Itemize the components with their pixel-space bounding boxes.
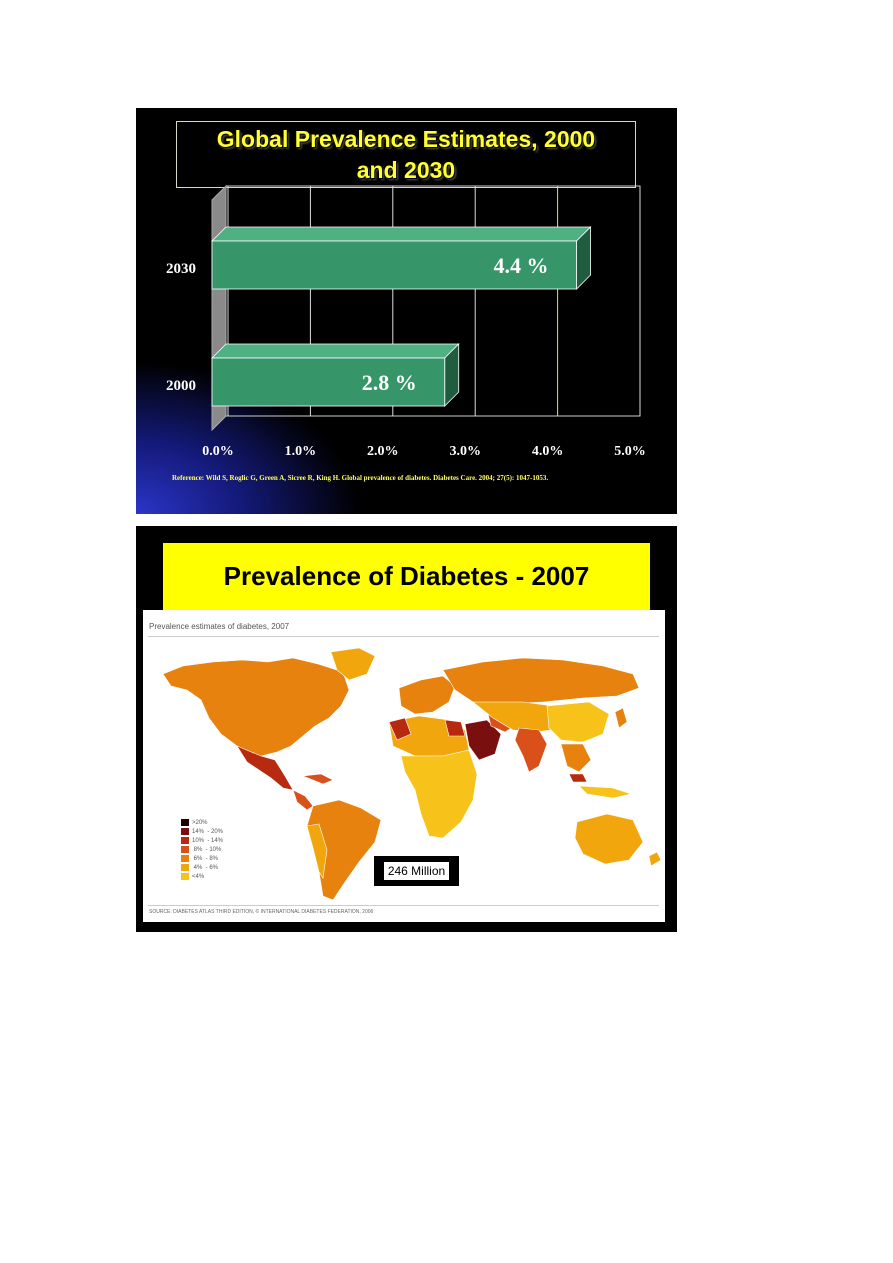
morocco-algeria-shape [388,717,412,741]
legend-swatch [181,873,189,880]
data-label: 2.8 % [362,370,417,395]
legend-item: >20% [181,818,223,827]
north-america-shape [162,657,350,757]
divider [148,905,659,906]
slide-title-box: Prevalence of Diabetes - 2007 [163,543,650,610]
indonesia-shape [578,785,633,799]
legend-swatch [181,828,189,835]
legend-item: 6% - 8% [181,854,223,863]
legend-swatch [181,819,189,826]
map-panel: Prevalence estimates of diabetes, 2007 [143,610,665,922]
map-heading: Prevalence estimates of diabetes, 2007 [149,622,290,631]
legend-item: 4% - 6% [181,863,223,872]
total-count-badge: 246 Million [374,856,459,886]
mexico-shape [236,745,294,791]
caribbean-shape [302,773,334,785]
slide-title: Prevalence of Diabetes - 2007 [223,561,590,591]
legend-label: 14% - 20% [192,828,224,835]
legend-label: >20% [192,819,208,826]
legend-swatch [181,864,189,871]
slide-title-box: Global Prevalence Estimates, 2000 and 20… [176,121,636,188]
reference-text: Reference: Wild S, Roglic G, Green A, Si… [172,474,549,482]
x-tick-label: 2.0% [367,444,399,459]
bar-top [211,226,592,242]
data-label: 4.4 % [494,253,549,278]
south-america-west-shape [306,823,328,879]
legend-label: 6% - 8% [192,855,219,862]
x-tick-label: 1.0% [285,444,317,459]
sub-saharan-africa-shape [400,749,478,839]
total-count-label: 246 Million [383,862,450,880]
egypt-shape [444,719,466,737]
divider [148,636,659,637]
x-tick-label: 4.0% [532,444,564,459]
legend-swatch [181,846,189,853]
greenland-shape [330,647,376,681]
bar [211,357,446,407]
legend-item: 8% - 10% [181,845,223,854]
china-shape [546,701,610,743]
x-tick-label: 0.0% [202,444,234,459]
india-shape [514,727,548,773]
malaysia-shape [568,773,588,783]
legend-swatch [181,837,189,844]
russia-shape [442,657,640,705]
category-label: 2030 [166,261,196,277]
arabia-shape [464,719,502,761]
diabetes-map-slide: Prevalence of Diabetes - 2007 Prevalence… [136,526,677,932]
legend-label: <4% [192,873,205,880]
europe-shape [398,675,456,715]
bar-chart: 0.0% 1.0% 2.0% 3.0% 4.0% 5.0% 4.4 % 2030 2.8 % 20… [166,184,646,459]
bar [211,240,577,290]
legend-item: <4% [181,872,223,881]
legend-item: 10% - 14% [181,836,223,845]
title-line-1: Global Prevalence Estimates, 2000 [216,125,596,152]
central-america-shape [292,789,314,811]
new-zealand-shape [648,851,662,867]
x-tick-label: 5.0% [614,444,646,459]
map-source: SOURCE: DIABETES ATLAS THIRD EDITION, © … [149,909,374,915]
southeast-asia-shape [560,743,592,773]
bar-top [211,343,460,359]
slide-title: Global Prevalence Estimates, 2000 and 20… [217,124,595,186]
title-line-2: and 2030 [356,156,456,183]
world-map [162,647,662,901]
japan-shape [614,707,628,729]
australia-shape [574,813,644,865]
x-tick-label: 3.0% [449,444,481,459]
legend-label: 8% - 10% [192,846,222,853]
prevalence-estimates-slide: Global Prevalence Estimates, 2000 and 20… [136,108,677,514]
legend-label: 10% - 14% [192,837,224,844]
legend-label: 4% - 6% [192,864,219,871]
legend-swatch [181,855,189,862]
category-label: 2000 [166,378,196,394]
legend-item: 14% - 20% [181,827,223,836]
map-legend: >20% 14% - 20% 10% - 14% 8% - 10% 6% - 8% … [181,818,223,881]
